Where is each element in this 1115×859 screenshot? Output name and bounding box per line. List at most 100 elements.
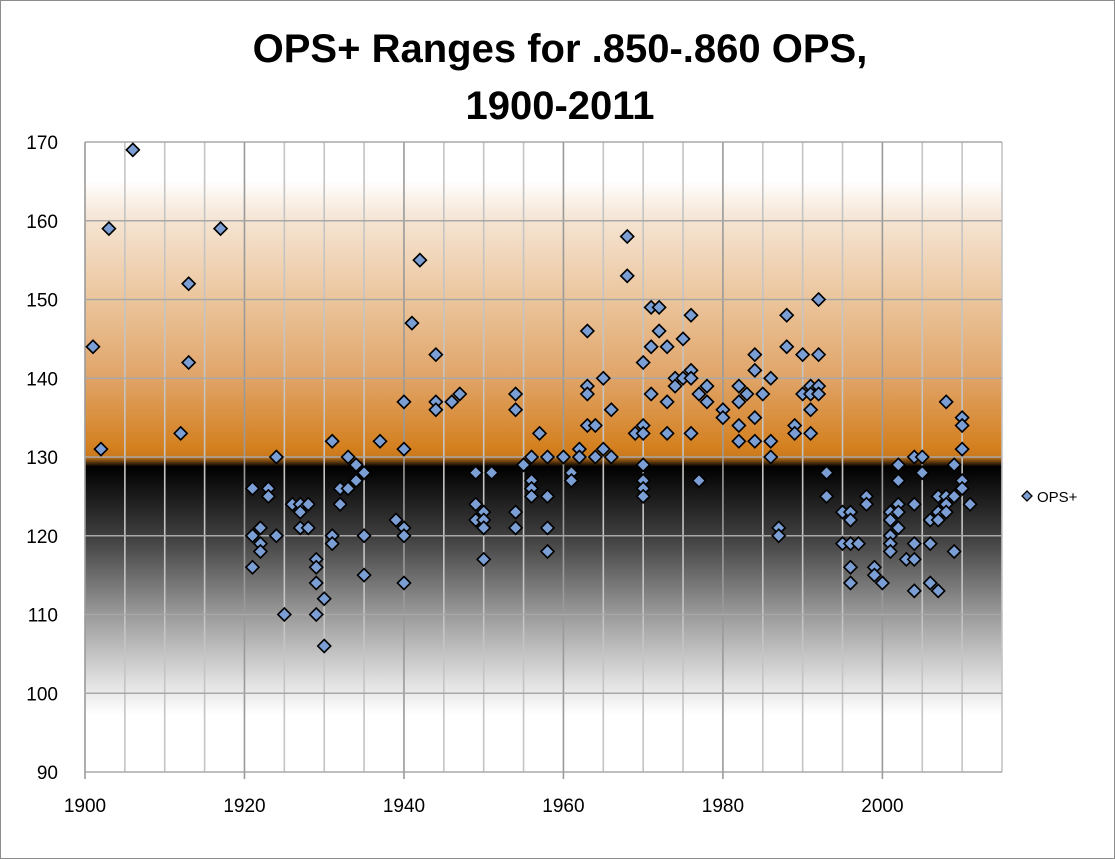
data-point xyxy=(946,457,962,473)
data-point xyxy=(268,528,285,544)
data-point xyxy=(252,520,269,536)
data-point xyxy=(635,354,651,371)
data-point xyxy=(555,449,572,465)
data-point xyxy=(507,520,524,536)
data-point xyxy=(523,449,540,465)
data-point xyxy=(890,472,906,489)
data-point xyxy=(890,504,906,520)
data-point xyxy=(755,386,771,402)
data-point xyxy=(563,472,580,489)
data-point xyxy=(771,528,787,544)
data-point xyxy=(93,441,109,457)
y-tick-label: 100 xyxy=(26,684,58,705)
data-point xyxy=(906,551,922,568)
data-point xyxy=(531,425,548,442)
data-point xyxy=(731,417,747,434)
data-point xyxy=(244,559,261,575)
data-point xyxy=(444,394,460,410)
y-tick-label: 150 xyxy=(26,291,58,312)
data-point xyxy=(922,575,938,591)
legend-diamond-icon xyxy=(1021,490,1033,502)
data-point xyxy=(244,480,261,497)
data-point xyxy=(332,496,348,512)
data-point xyxy=(858,496,875,512)
data-point xyxy=(635,425,651,442)
data-point xyxy=(619,228,635,245)
data-point xyxy=(276,606,292,623)
data-point xyxy=(747,346,763,363)
data-point xyxy=(619,268,635,284)
data-point xyxy=(292,504,308,520)
data-point xyxy=(635,457,651,473)
data-point xyxy=(396,394,412,410)
data-point xyxy=(763,370,779,386)
data-point xyxy=(747,433,763,449)
data-point xyxy=(850,535,867,552)
data-point xyxy=(818,488,835,505)
data-point xyxy=(683,370,699,386)
data-point xyxy=(795,346,811,363)
data-point xyxy=(125,142,141,158)
data-point xyxy=(539,449,556,465)
data-point xyxy=(683,307,699,323)
data-point xyxy=(348,457,364,473)
data-point xyxy=(595,370,611,386)
data-point xyxy=(396,441,412,457)
data-point xyxy=(452,386,468,402)
data-point xyxy=(715,409,731,426)
data-point xyxy=(507,504,524,520)
data-point xyxy=(484,465,500,481)
data-point xyxy=(659,339,675,355)
data-point xyxy=(946,488,962,505)
data-point xyxy=(388,512,404,528)
data-point xyxy=(324,535,340,552)
y-tick-label: 110 xyxy=(28,606,58,627)
data-point xyxy=(643,386,659,402)
data-point xyxy=(181,354,197,371)
data-point xyxy=(300,496,316,512)
data-point xyxy=(396,528,412,544)
data-point xyxy=(874,575,891,591)
data-point xyxy=(731,378,747,394)
data-point xyxy=(396,575,412,591)
data-point xyxy=(906,535,922,552)
data-point xyxy=(476,520,492,536)
data-point xyxy=(587,449,603,465)
data-point xyxy=(699,378,715,394)
data-point xyxy=(603,449,619,465)
data-point xyxy=(579,323,595,339)
data-point xyxy=(181,276,197,292)
data-point xyxy=(667,378,683,394)
data-point xyxy=(802,425,819,442)
data-point xyxy=(507,402,524,418)
data-point xyxy=(890,457,906,473)
data-point xyxy=(260,488,277,505)
data-point xyxy=(428,346,444,363)
data-point xyxy=(539,543,556,560)
data-point xyxy=(731,433,747,449)
x-tick-label: 1940 xyxy=(383,796,425,817)
data-point xyxy=(340,480,356,497)
chart-title-line-2: 1900-2011 xyxy=(465,84,654,128)
data-point xyxy=(523,488,540,505)
data-point xyxy=(268,449,285,465)
data-point xyxy=(810,386,827,402)
data-point xyxy=(691,472,707,489)
data-point xyxy=(954,441,970,457)
gridlines xyxy=(84,141,1003,779)
data-point xyxy=(539,520,556,536)
data-point xyxy=(779,339,795,355)
x-tick-label: 1980 xyxy=(702,796,744,817)
y-tick-label: 140 xyxy=(26,369,58,390)
y-tick-label: 90 xyxy=(37,763,58,784)
data-point xyxy=(659,425,675,442)
data-point xyxy=(651,299,667,316)
chart-title-line-1: OPS+ Ranges for .850-.860 OPS, xyxy=(253,27,868,71)
data-point xyxy=(946,543,962,560)
data-point xyxy=(802,402,819,418)
data-point xyxy=(906,496,922,512)
data-point xyxy=(882,543,898,560)
data-point xyxy=(635,488,651,505)
data-point xyxy=(579,386,595,402)
data-point xyxy=(747,362,763,379)
